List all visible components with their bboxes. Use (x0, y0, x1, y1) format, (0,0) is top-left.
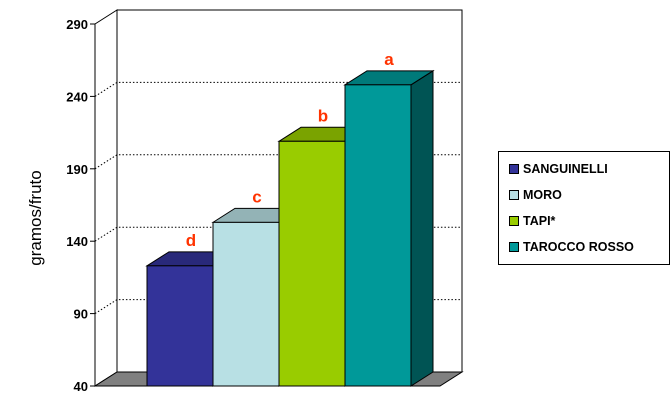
y-tick-label: 40 (74, 379, 88, 394)
y-tick-label: 90 (74, 307, 88, 322)
y-tick-label: 190 (66, 162, 88, 177)
legend-swatch (509, 242, 519, 252)
bar-front (278, 140, 346, 387)
significance-labels: d c b a (186, 50, 394, 250)
legend-label: TAPI* (523, 214, 556, 228)
bar-side (410, 69, 434, 387)
legend-item-tarocco-rosso: TAROCCO ROSSO (509, 240, 634, 254)
y-tick-label: 240 (66, 89, 88, 104)
bar-front (212, 221, 280, 387)
bar-front (344, 84, 412, 387)
legend-item-sanguinelli: SANGUINELLI (509, 162, 608, 176)
significance-label: a (384, 50, 394, 69)
bar-tarocco-rosso (343, 69, 435, 387)
legend-swatch (509, 216, 519, 226)
y-tick-label: 290 (66, 17, 88, 32)
gridline (94, 81, 462, 97)
legend-label: MORO (523, 188, 562, 202)
y-axis-title: gramos/fruto (26, 170, 45, 265)
side-wall (94, 9, 118, 387)
bars (145, 69, 435, 387)
significance-label: b (318, 106, 328, 125)
legend: SANGUINELLI MORO TAPI* TAROCCO ROSSO (498, 151, 670, 265)
legend-label: SANGUINELLI (523, 162, 608, 176)
y-axis: 40 90 140 190 240 290 (66, 17, 96, 394)
legend-item-moro: MORO (509, 188, 562, 202)
significance-label: c (252, 187, 261, 206)
bar-front (146, 265, 214, 387)
legend-item-tapi: TAPI* (509, 214, 555, 228)
legend-label: TAROCCO ROSSO (523, 240, 634, 254)
significance-label: d (186, 231, 196, 250)
legend-swatch (509, 190, 519, 200)
y-tick-label: 140 (66, 234, 88, 249)
legend-swatch (509, 164, 519, 174)
